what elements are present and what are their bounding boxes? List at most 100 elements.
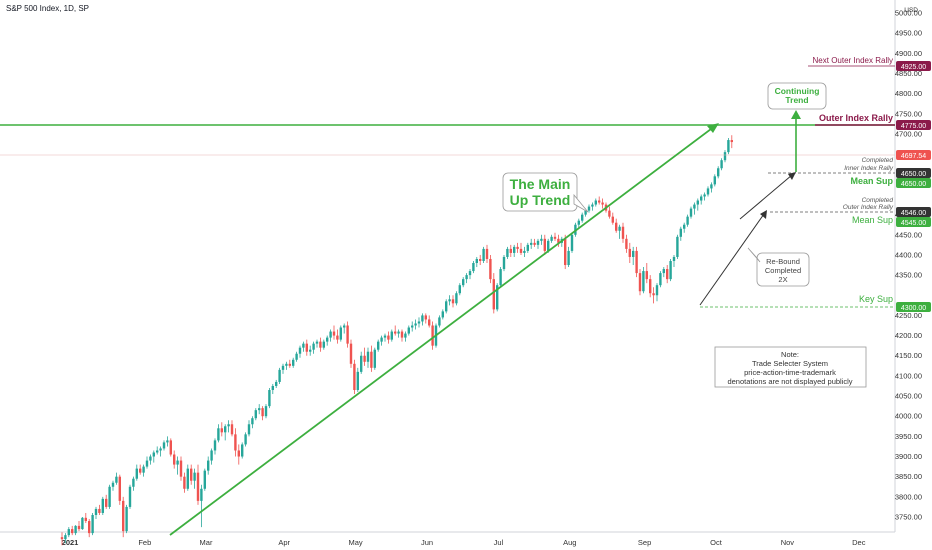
price-tick-7: 4100.00	[895, 371, 922, 380]
candle-185	[689, 206, 693, 219]
note-line3: price-action-time-trademark	[744, 368, 836, 377]
candle-75	[315, 339, 319, 348]
candle-22	[135, 464, 138, 481]
time-tick-10: Nov	[781, 538, 795, 547]
candle-194	[720, 158, 723, 171]
candle-79	[329, 329, 332, 342]
candle-36	[183, 472, 186, 493]
candle-123	[479, 254, 482, 266]
candle-113	[445, 299, 448, 314]
outer-rally-label: Outer Index Rally	[819, 113, 893, 123]
time-tick-9: Oct	[710, 538, 723, 547]
candle-94	[380, 335, 383, 346]
candle-153	[581, 212, 584, 223]
candle-162	[611, 212, 614, 225]
candle-15	[111, 480, 115, 491]
candle-23	[139, 464, 142, 475]
candle-1	[64, 533, 67, 544]
candle-11	[98, 504, 101, 515]
candles-layer	[60, 135, 733, 546]
candle-106	[421, 313, 424, 326]
candle-180	[672, 254, 676, 268]
candle-182	[679, 226, 682, 241]
candle-169	[635, 246, 638, 278]
candle-135	[519, 242, 523, 255]
candle-146	[557, 234, 560, 247]
rebound-arrowhead-2	[788, 172, 796, 180]
candle-54	[244, 432, 247, 447]
candle-24	[142, 464, 145, 477]
candle-101	[404, 331, 407, 342]
candle-142	[543, 234, 546, 255]
candle-159	[601, 198, 604, 209]
candle-84	[346, 321, 349, 348]
candle-119	[465, 273, 468, 284]
candle-50	[230, 420, 234, 437]
candle-193	[717, 166, 720, 179]
badge-outer: 4775.00	[896, 120, 931, 130]
svg-text:4775.00: 4775.00	[901, 123, 926, 130]
candle-2	[67, 527, 70, 538]
candle-105	[417, 317, 421, 328]
main-trend-callout: The Main Up Trend	[502, 172, 589, 213]
candle-122	[475, 256, 478, 268]
candle-124	[482, 246, 485, 264]
candle-136	[523, 246, 526, 257]
chart-title: S&P 500 Index, 1D, SP	[6, 4, 90, 13]
completed-outer-line2: Outer Index Rally	[843, 204, 894, 211]
candle-28	[156, 446, 159, 455]
candle-196	[727, 138, 730, 155]
candle-85	[349, 339, 353, 368]
candle-133	[513, 244, 516, 257]
badge-current: 4697.54	[896, 150, 931, 160]
candle-130	[502, 254, 506, 272]
svg-text:4925.00: 4925.00	[901, 64, 926, 71]
completed-inner-line1: Completed	[862, 157, 894, 164]
currency-label: USD	[904, 7, 918, 14]
candle-172	[645, 263, 648, 284]
candle-66	[285, 361, 288, 370]
candle-76	[319, 337, 322, 352]
continuing-trend-callout: Continuing Trend	[767, 82, 827, 110]
candle-8	[88, 519, 91, 538]
candle-93	[377, 339, 380, 352]
candle-89	[363, 347, 366, 366]
candle-97	[390, 329, 393, 342]
candle-26	[149, 454, 152, 465]
candle-9	[91, 512, 94, 536]
note-line1: Note:	[781, 350, 799, 359]
price-tick-10: 4250.00	[895, 311, 922, 320]
price-tick-20: 4950.00	[895, 29, 922, 38]
candle-45	[213, 438, 217, 455]
candle-7	[84, 512, 87, 524]
candle-55	[247, 420, 251, 437]
candle-61	[268, 387, 271, 409]
candle-51	[234, 428, 237, 457]
time-tick-1: Feb	[138, 538, 151, 547]
candle-35	[179, 456, 183, 481]
candle-73	[309, 345, 312, 356]
candle-29	[159, 446, 162, 457]
candle-121	[472, 260, 475, 274]
candle-104	[414, 319, 417, 330]
candle-57	[254, 408, 257, 421]
rebound-arrow-1	[699, 213, 765, 306]
candle-140	[536, 238, 540, 249]
candle-60	[264, 404, 268, 419]
candle-70	[298, 345, 302, 358]
candle-118	[462, 277, 465, 288]
candle-137	[526, 242, 529, 253]
candle-38	[190, 464, 193, 485]
price-tick-13: 4450.00	[895, 230, 922, 239]
candle-108	[428, 315, 431, 328]
candle-144	[550, 234, 553, 243]
candle-20	[128, 484, 132, 509]
svg-text:4650.00: 4650.00	[901, 171, 926, 178]
completed-inner-line2: Inner Index Rally	[844, 165, 894, 172]
candle-53	[241, 442, 244, 459]
candle-3	[71, 525, 74, 536]
continuing-trend-line2: Trend	[785, 95, 808, 105]
candle-49	[227, 420, 230, 433]
